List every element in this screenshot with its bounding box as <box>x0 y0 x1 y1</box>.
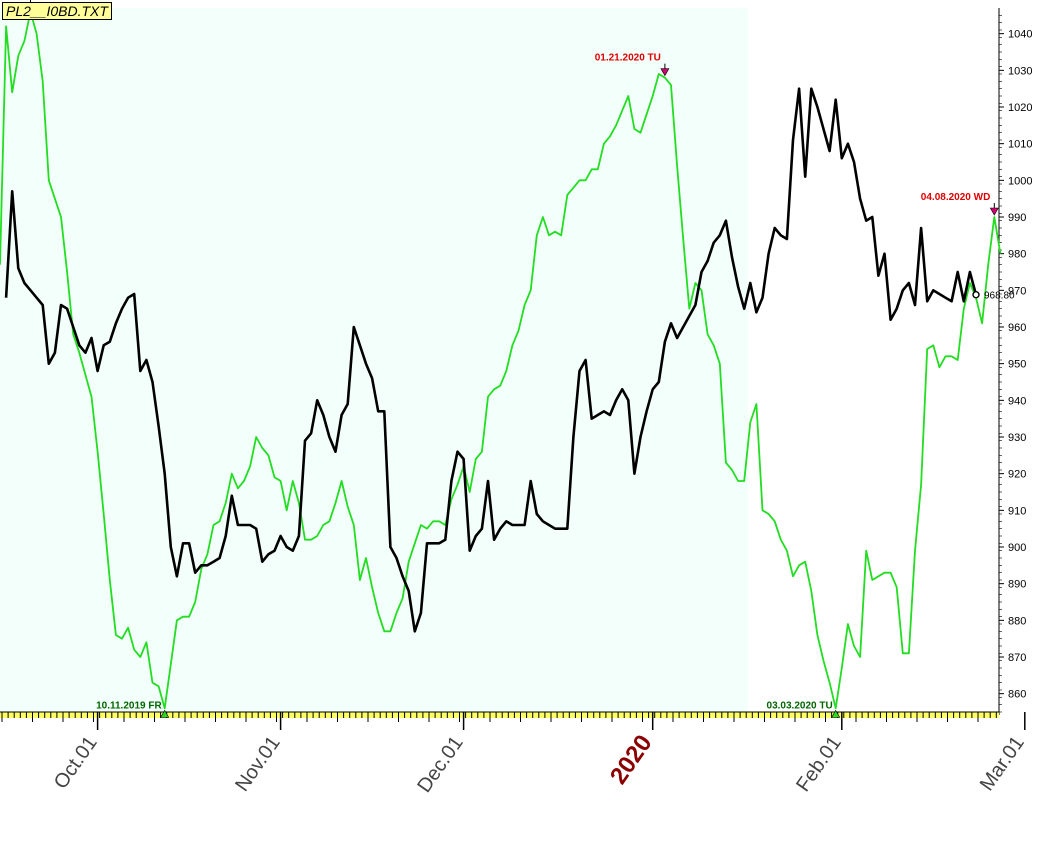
pivot-high-label: 04.08.2020 WD <box>921 192 991 203</box>
y-tick-label: 1030 <box>1008 65 1032 77</box>
y-tick-label: 910 <box>1008 505 1026 517</box>
x-tick-label: Oct.01 <box>50 732 102 793</box>
series-line <box>4 87 978 633</box>
y-tick-label: 870 <box>1008 652 1026 664</box>
y-tick-label: 860 <box>1008 689 1026 701</box>
last-value-marker <box>972 291 980 299</box>
y-tick-label: 1010 <box>1008 139 1032 151</box>
y-tick-label: 990 <box>1008 212 1026 224</box>
y-tick-label: 1000 <box>1008 175 1032 187</box>
y-tick-label: 940 <box>1008 395 1026 407</box>
series-line <box>0 10 1002 710</box>
y-tick-label: 900 <box>1008 542 1026 554</box>
y-tick-label: 930 <box>1008 432 1026 444</box>
pivot-low-marker <box>831 709 841 718</box>
pivot-high-label: 01.21.2020 TU <box>595 53 661 64</box>
x-tick-label: Feb.01 <box>792 732 846 796</box>
y-tick-label: 880 <box>1008 615 1026 627</box>
last-value-label: 968.80 <box>984 291 1015 302</box>
x-tick-label: Dec.01 <box>413 732 467 797</box>
pivot-high-marker <box>660 68 670 77</box>
y-tick-label: 920 <box>1008 469 1026 481</box>
file-name-label[interactable]: PL2__I0BD.TXT <box>2 2 112 20</box>
pivot-low-label: 03.03.2020 TU <box>767 700 833 711</box>
x-tick-label: Mar.01 <box>976 732 1029 795</box>
y-tick-label: 960 <box>1008 322 1026 334</box>
y-tick-label: 1020 <box>1008 102 1032 114</box>
y-axis: 860 870 880 890 900 910 920 930 940 950 960 970 980 9… <box>999 15 1032 713</box>
pivot-low-label: 10.11.2019 FR <box>96 700 162 711</box>
y-tick-label: 1040 <box>1008 29 1032 41</box>
pivot-low-marker <box>160 709 170 718</box>
x-tick-label: Nov.01 <box>231 732 285 795</box>
y-tick-label: 950 <box>1008 359 1026 371</box>
y-tick-label: 980 <box>1008 249 1026 261</box>
x-tick-label: 2020 <box>605 730 658 789</box>
pivot-high-marker <box>989 207 999 216</box>
y-tick-label: 890 <box>1008 579 1026 591</box>
x-axis-strip <box>0 712 999 718</box>
y-tick-label: 970 <box>1008 285 1026 297</box>
series-layer: 968.80 <box>0 10 1015 710</box>
